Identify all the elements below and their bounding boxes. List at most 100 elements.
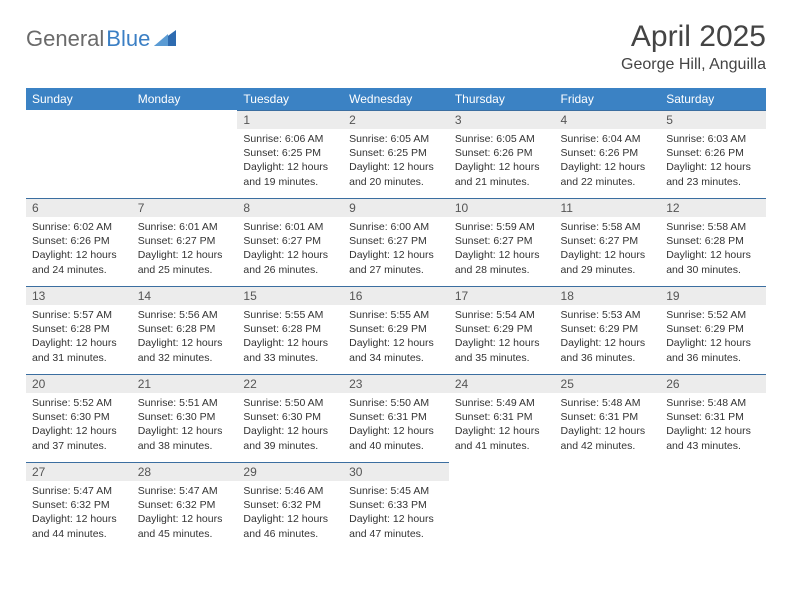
- day-details: Sunrise: 5:59 AMSunset: 6:27 PMDaylight:…: [449, 217, 555, 283]
- calendar-week-row: 6Sunrise: 6:02 AMSunset: 6:26 PMDaylight…: [26, 198, 766, 286]
- calendar-day-cell: 25Sunrise: 5:48 AMSunset: 6:31 PMDayligh…: [555, 374, 661, 462]
- calendar-day-cell: 29Sunrise: 5:46 AMSunset: 6:32 PMDayligh…: [237, 462, 343, 550]
- day-number: 12: [660, 198, 766, 217]
- day-details: Sunrise: 6:05 AMSunset: 6:25 PMDaylight:…: [343, 129, 449, 195]
- day-details: Sunrise: 5:47 AMSunset: 6:32 PMDaylight:…: [26, 481, 132, 547]
- column-header: Friday: [555, 88, 661, 110]
- day-details: Sunrise: 5:49 AMSunset: 6:31 PMDaylight:…: [449, 393, 555, 459]
- day-number: 25: [555, 374, 661, 393]
- calendar-day-cell: 10Sunrise: 5:59 AMSunset: 6:27 PMDayligh…: [449, 198, 555, 286]
- calendar-day-cell: 28Sunrise: 5:47 AMSunset: 6:32 PMDayligh…: [132, 462, 238, 550]
- day-number: 1: [237, 110, 343, 129]
- day-number: 21: [132, 374, 238, 393]
- day-number: 30: [343, 462, 449, 481]
- day-number: 29: [237, 462, 343, 481]
- calendar-day-cell: [26, 110, 132, 198]
- day-details: Sunrise: 6:06 AMSunset: 6:25 PMDaylight:…: [237, 129, 343, 195]
- day-details: Sunrise: 5:58 AMSunset: 6:27 PMDaylight:…: [555, 217, 661, 283]
- day-details: Sunrise: 5:53 AMSunset: 6:29 PMDaylight:…: [555, 305, 661, 371]
- title-block: April 2025 George Hill, Anguilla: [621, 20, 766, 74]
- calendar-day-cell: 24Sunrise: 5:49 AMSunset: 6:31 PMDayligh…: [449, 374, 555, 462]
- column-header: Saturday: [660, 88, 766, 110]
- calendar-day-cell: 26Sunrise: 5:48 AMSunset: 6:31 PMDayligh…: [660, 374, 766, 462]
- brand-logo: General Blue: [26, 26, 176, 52]
- day-number: 27: [26, 462, 132, 481]
- calendar-day-cell: 2Sunrise: 6:05 AMSunset: 6:25 PMDaylight…: [343, 110, 449, 198]
- calendar-day-cell: 5Sunrise: 6:03 AMSunset: 6:26 PMDaylight…: [660, 110, 766, 198]
- calendar-day-cell: [660, 462, 766, 550]
- brand-part1: General: [26, 26, 104, 52]
- calendar-week-row: 1Sunrise: 6:06 AMSunset: 6:25 PMDaylight…: [26, 110, 766, 198]
- calendar-day-cell: 22Sunrise: 5:50 AMSunset: 6:30 PMDayligh…: [237, 374, 343, 462]
- calendar-day-cell: 12Sunrise: 5:58 AMSunset: 6:28 PMDayligh…: [660, 198, 766, 286]
- calendar-day-cell: 3Sunrise: 6:05 AMSunset: 6:26 PMDaylight…: [449, 110, 555, 198]
- calendar-day-cell: 16Sunrise: 5:55 AMSunset: 6:29 PMDayligh…: [343, 286, 449, 374]
- calendar-day-cell: 8Sunrise: 6:01 AMSunset: 6:27 PMDaylight…: [237, 198, 343, 286]
- header: General Blue April 2025 George Hill, Ang…: [26, 20, 766, 74]
- day-number: 23: [343, 374, 449, 393]
- day-details: Sunrise: 5:47 AMSunset: 6:32 PMDaylight:…: [132, 481, 238, 547]
- day-number: 9: [343, 198, 449, 217]
- day-details: Sunrise: 5:52 AMSunset: 6:30 PMDaylight:…: [26, 393, 132, 459]
- calendar-day-cell: [555, 462, 661, 550]
- calendar-day-cell: 6Sunrise: 6:02 AMSunset: 6:26 PMDaylight…: [26, 198, 132, 286]
- day-details: Sunrise: 6:04 AMSunset: 6:26 PMDaylight:…: [555, 129, 661, 195]
- day-details: Sunrise: 6:02 AMSunset: 6:26 PMDaylight:…: [26, 217, 132, 283]
- day-number: 24: [449, 374, 555, 393]
- calendar-table: SundayMondayTuesdayWednesdayThursdayFrid…: [26, 88, 766, 550]
- calendar-day-cell: [449, 462, 555, 550]
- day-number: 4: [555, 110, 661, 129]
- column-header: Monday: [132, 88, 238, 110]
- day-number: 19: [660, 286, 766, 305]
- day-number: 5: [660, 110, 766, 129]
- calendar-day-cell: 17Sunrise: 5:54 AMSunset: 6:29 PMDayligh…: [449, 286, 555, 374]
- day-details: Sunrise: 5:50 AMSunset: 6:30 PMDaylight:…: [237, 393, 343, 459]
- calendar-day-cell: 15Sunrise: 5:55 AMSunset: 6:28 PMDayligh…: [237, 286, 343, 374]
- day-details: Sunrise: 5:46 AMSunset: 6:32 PMDaylight:…: [237, 481, 343, 547]
- calendar-day-cell: [132, 110, 238, 198]
- day-number: 22: [237, 374, 343, 393]
- calendar-day-cell: 4Sunrise: 6:04 AMSunset: 6:26 PMDaylight…: [555, 110, 661, 198]
- day-number: 18: [555, 286, 661, 305]
- day-number: 17: [449, 286, 555, 305]
- day-number: 13: [26, 286, 132, 305]
- day-number: 26: [660, 374, 766, 393]
- day-details: Sunrise: 5:45 AMSunset: 6:33 PMDaylight:…: [343, 481, 449, 547]
- column-header: Tuesday: [237, 88, 343, 110]
- day-number: 6: [26, 198, 132, 217]
- calendar-day-cell: 21Sunrise: 5:51 AMSunset: 6:30 PMDayligh…: [132, 374, 238, 462]
- calendar-day-cell: 27Sunrise: 5:47 AMSunset: 6:32 PMDayligh…: [26, 462, 132, 550]
- day-details: Sunrise: 5:51 AMSunset: 6:30 PMDaylight:…: [132, 393, 238, 459]
- calendar-day-cell: 1Sunrise: 6:06 AMSunset: 6:25 PMDaylight…: [237, 110, 343, 198]
- calendar-day-cell: 7Sunrise: 6:01 AMSunset: 6:27 PMDaylight…: [132, 198, 238, 286]
- day-number: 3: [449, 110, 555, 129]
- day-number: 11: [555, 198, 661, 217]
- calendar-day-cell: 18Sunrise: 5:53 AMSunset: 6:29 PMDayligh…: [555, 286, 661, 374]
- day-details: Sunrise: 5:56 AMSunset: 6:28 PMDaylight:…: [132, 305, 238, 371]
- day-details: Sunrise: 6:01 AMSunset: 6:27 PMDaylight:…: [132, 217, 238, 283]
- day-details: Sunrise: 5:52 AMSunset: 6:29 PMDaylight:…: [660, 305, 766, 371]
- day-details: Sunrise: 5:54 AMSunset: 6:29 PMDaylight:…: [449, 305, 555, 371]
- calendar-day-cell: 23Sunrise: 5:50 AMSunset: 6:31 PMDayligh…: [343, 374, 449, 462]
- calendar-day-cell: 20Sunrise: 5:52 AMSunset: 6:30 PMDayligh…: [26, 374, 132, 462]
- day-details: Sunrise: 5:58 AMSunset: 6:28 PMDaylight:…: [660, 217, 766, 283]
- day-number: 7: [132, 198, 238, 217]
- day-number: 20: [26, 374, 132, 393]
- calendar-day-cell: 30Sunrise: 5:45 AMSunset: 6:33 PMDayligh…: [343, 462, 449, 550]
- day-number: 28: [132, 462, 238, 481]
- day-details: Sunrise: 5:48 AMSunset: 6:31 PMDaylight:…: [660, 393, 766, 459]
- column-header: Wednesday: [343, 88, 449, 110]
- day-number: 14: [132, 286, 238, 305]
- day-number: 15: [237, 286, 343, 305]
- day-number: 8: [237, 198, 343, 217]
- calendar-week-row: 13Sunrise: 5:57 AMSunset: 6:28 PMDayligh…: [26, 286, 766, 374]
- day-details: Sunrise: 6:01 AMSunset: 6:27 PMDaylight:…: [237, 217, 343, 283]
- calendar-header-row: SundayMondayTuesdayWednesdayThursdayFrid…: [26, 88, 766, 110]
- column-header: Thursday: [449, 88, 555, 110]
- column-header: Sunday: [26, 88, 132, 110]
- calendar-body: 1Sunrise: 6:06 AMSunset: 6:25 PMDaylight…: [26, 110, 766, 550]
- calendar-day-cell: 11Sunrise: 5:58 AMSunset: 6:27 PMDayligh…: [555, 198, 661, 286]
- day-details: Sunrise: 5:50 AMSunset: 6:31 PMDaylight:…: [343, 393, 449, 459]
- brand-triangle-icon: [154, 28, 176, 51]
- calendar-day-cell: 13Sunrise: 5:57 AMSunset: 6:28 PMDayligh…: [26, 286, 132, 374]
